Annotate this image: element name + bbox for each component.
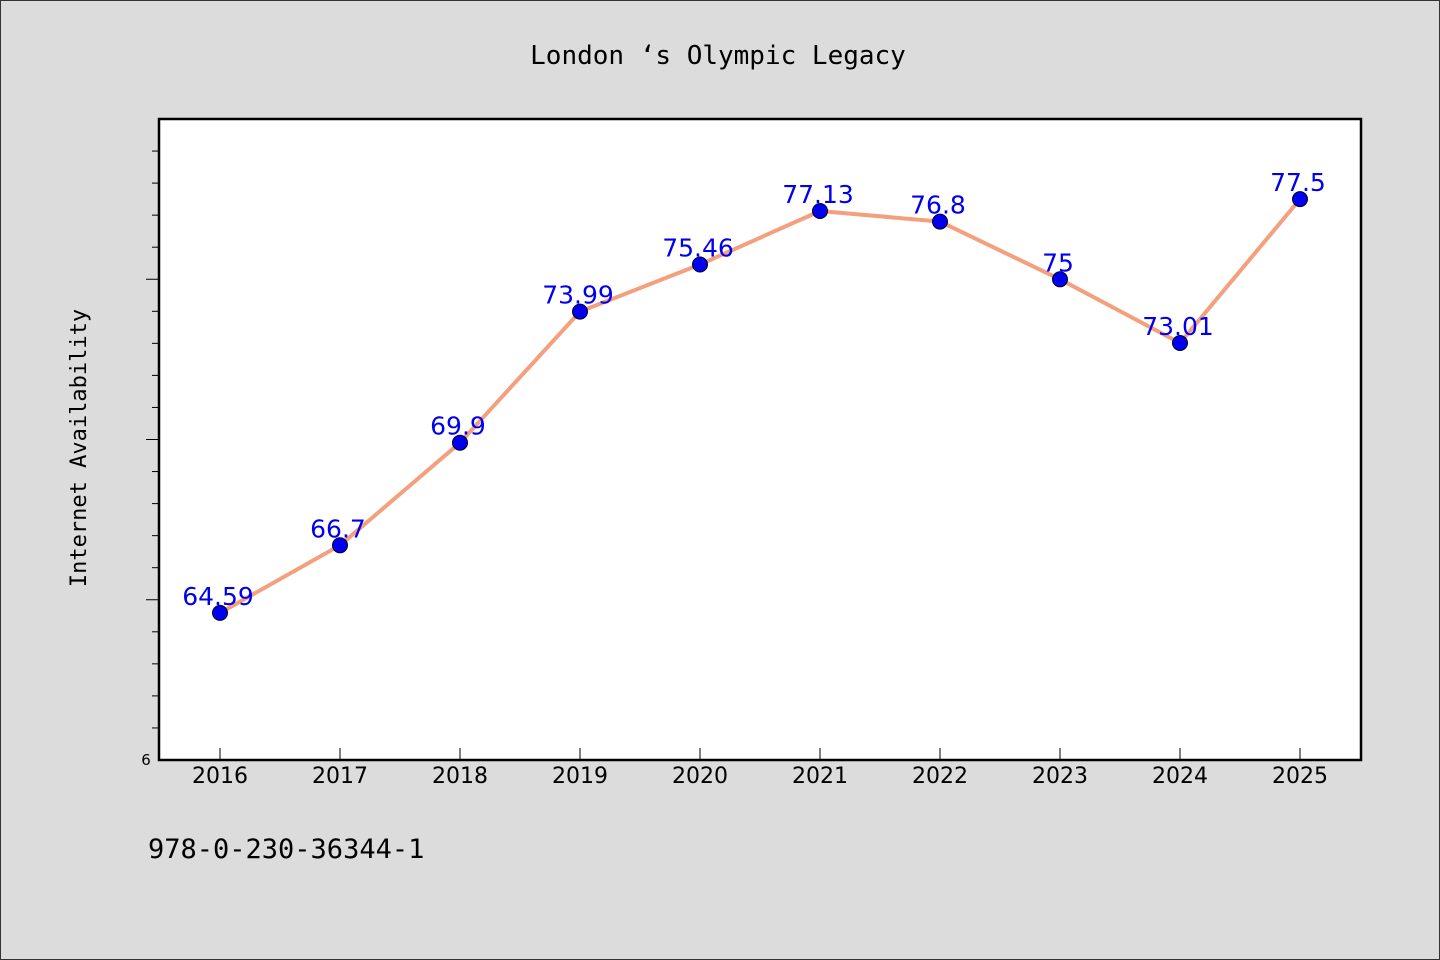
plot-area	[157, 117, 1363, 762]
y-axis-label: Internet Availability	[67, 309, 92, 587]
data-label: 73.99	[542, 281, 614, 310]
data-point	[932, 213, 948, 230]
x-tick-label: 2025	[1272, 764, 1328, 789]
x-tick-label: 2023	[1032, 764, 1088, 789]
data-point	[1172, 335, 1188, 351]
x-axis-ticks: 2016 2017 2018 2019 2020 2021 2022 2023 2024 2025	[192, 748, 1328, 789]
chart-title: London ‘s Olympic Legacy	[530, 41, 906, 71]
y-tick-label: 6	[141, 751, 151, 769]
x-tick-label: 2020	[672, 764, 728, 789]
data-point	[452, 434, 468, 451]
x-tick-label: 2022	[912, 764, 968, 789]
x-tick-label: 2018	[432, 764, 488, 789]
data-markers	[212, 191, 1308, 621]
data-label: 77.5	[1270, 168, 1326, 197]
data-label: 66.7	[310, 514, 366, 543]
data-point	[212, 604, 228, 621]
data-labels: 64.59 66.7 69.9 73.99 75.46 77.13 76.8 75 73.01 7…	[182, 168, 1326, 611]
data-label: 75	[1042, 248, 1074, 277]
x-tick-label: 2021	[792, 764, 848, 789]
data-point	[812, 203, 828, 219]
data-label: 64.59	[182, 582, 254, 611]
data-point	[1052, 271, 1068, 288]
isbn-code: 978-0-230-36344-1	[148, 834, 425, 865]
data-label: 77.13	[782, 180, 854, 209]
x-tick-label: 2024	[1152, 764, 1208, 789]
data-point	[1292, 191, 1308, 208]
data-point	[692, 256, 708, 273]
data-label: 75.46	[662, 234, 734, 263]
series-line	[219, 197, 1302, 615]
x-tick-label: 2017	[312, 764, 368, 789]
data-label: 76.8	[910, 191, 966, 220]
data-point	[572, 303, 588, 320]
data-point	[332, 537, 348, 554]
x-tick-label: 2016	[192, 764, 248, 789]
data-label: 73.01	[1142, 312, 1214, 341]
y-axis-ticks: 6	[141, 150, 159, 769]
x-tick-label: 2019	[552, 764, 608, 789]
data-label: 69.9	[430, 412, 486, 441]
